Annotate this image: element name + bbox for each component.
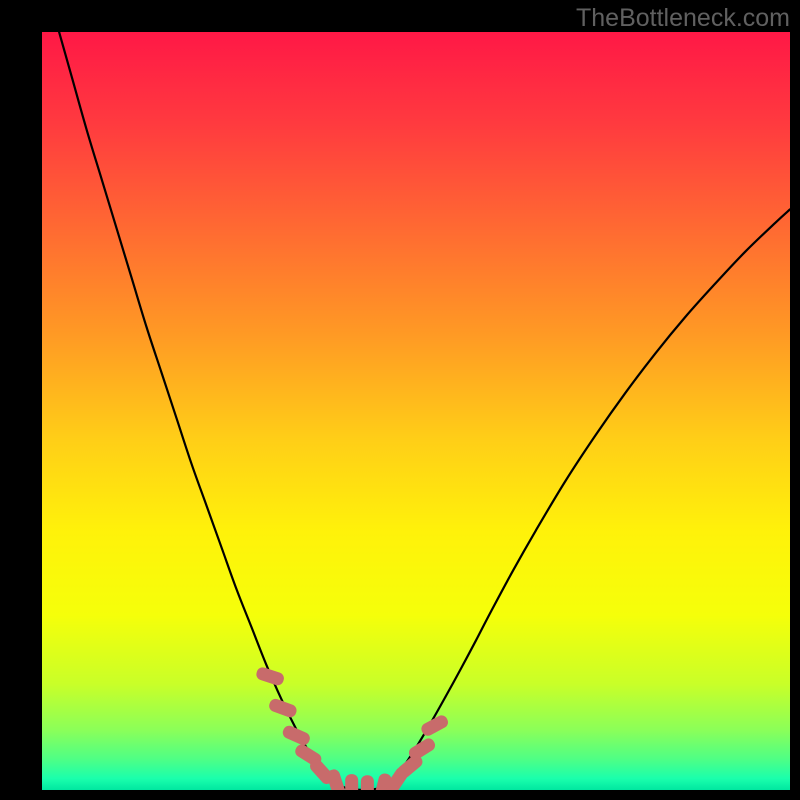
curve-marker: [345, 774, 358, 800]
curve-marker: [255, 666, 286, 687]
marker-layer: [255, 666, 450, 800]
curve-marker: [361, 775, 374, 800]
plot-svg: [0, 0, 800, 800]
curve-layer: [42, 0, 790, 790]
chart-root: TheBottleneck.com: [0, 0, 800, 800]
bottleneck-curve: [42, 0, 790, 790]
watermark-text: TheBottleneck.com: [576, 4, 790, 33]
